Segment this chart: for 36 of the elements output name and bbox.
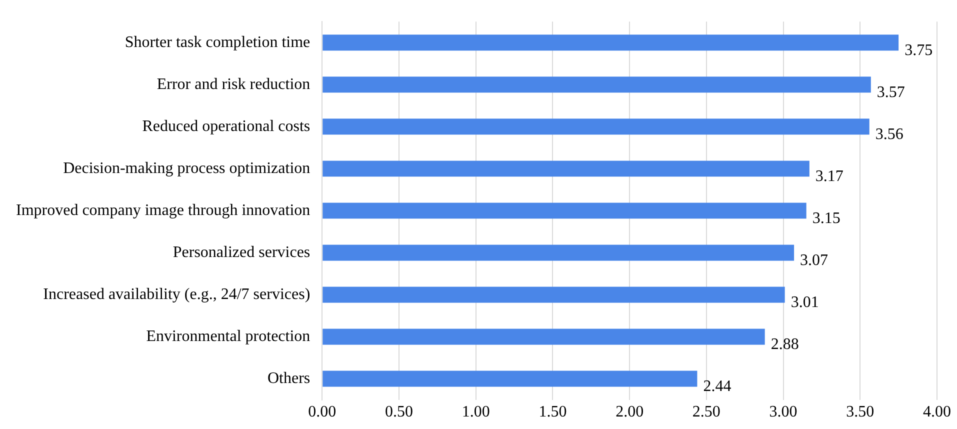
data-label: 2.44 [703,378,732,395]
data-label: 3.75 [904,42,933,59]
x-tick-label: 3.50 [846,404,874,421]
data-label: 3.01 [790,294,819,311]
x-tick-label: 0.50 [385,404,414,421]
bar [322,202,806,219]
y-tick-label: Others [268,370,310,387]
y-tick-label: Improved company image through innovation [16,202,310,219]
y-tick-label: Environmental protection [146,328,310,345]
x-tick-label: 1.50 [538,404,567,421]
bar [322,118,870,135]
x-tick-label: 2.00 [616,404,644,421]
data-label: 2.88 [770,336,799,353]
y-tick-label: Personalized services [172,244,310,261]
data-label: 3.57 [876,84,905,101]
x-tick-label: 1.00 [462,404,490,421]
bar [322,160,810,177]
x-tick-label: 4.00 [923,404,951,421]
y-tick-label: Decision-making process optimization [63,160,310,177]
x-tick-label: 2.50 [692,404,720,421]
bar [322,286,785,303]
y-tick-label: Error and risk reduction [156,76,310,93]
bar [322,244,794,261]
data-label: 3.07 [800,252,828,269]
bar [322,370,698,387]
y-tick-label: Increased availability (e.g., 24/7 services) [43,286,310,303]
x-tick-label: 0.00 [308,404,336,421]
bar [322,34,899,51]
x-tick-label: 3.00 [769,404,798,421]
data-label: 3.56 [875,126,904,143]
y-tick-label: Shorter task completion time [124,34,310,51]
y-tick-label: Reduced operational costs [142,118,310,135]
data-label: 3.17 [815,168,844,185]
bar [322,76,871,93]
data-label: 3.15 [812,210,840,227]
bar [322,328,765,345]
